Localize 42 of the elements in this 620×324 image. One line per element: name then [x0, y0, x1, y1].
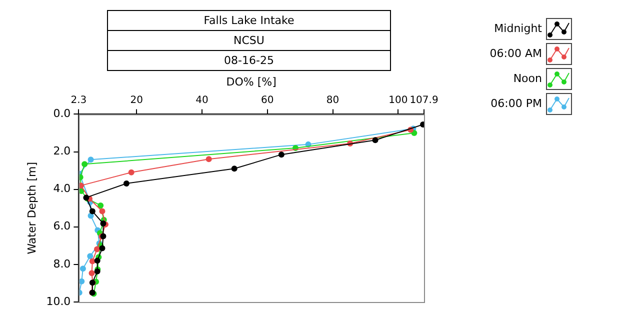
- y-tick-label: 0.0: [53, 107, 71, 120]
- x-tick-label: 20: [130, 94, 143, 106]
- x-axis-title: DO% [%]: [226, 75, 276, 88]
- legend-label: Noon: [512, 72, 542, 85]
- point: [78, 278, 85, 284]
- point: [88, 270, 95, 276]
- point: [94, 246, 100, 252]
- chart-title: Falls Lake Intake: [108, 11, 390, 31]
- chart-subtitle: NCSU: [108, 31, 390, 51]
- x-tick-label: 100: [388, 94, 408, 106]
- x-tick-label: 107.9: [410, 94, 438, 106]
- text: 08-16-25: [223, 53, 275, 69]
- point: [128, 169, 134, 176]
- point: [82, 161, 88, 168]
- legend-label: Midnight: [493, 22, 542, 35]
- point: [231, 166, 238, 172]
- x-tick-label: 2.3: [70, 94, 87, 106]
- legend-label: 06:00 PM: [490, 97, 542, 110]
- point: [99, 208, 106, 214]
- point: [94, 258, 100, 264]
- x-tick-label: 60: [261, 94, 274, 106]
- legend-label: 06:00 AM: [488, 47, 542, 60]
- point: [372, 137, 378, 144]
- point: [206, 156, 212, 162]
- x-tick-label: 80: [326, 94, 340, 106]
- point: [98, 202, 104, 208]
- y-tick-label: 6.0: [53, 220, 71, 233]
- point: [80, 266, 86, 272]
- y-tick-label: 4.0: [53, 182, 71, 196]
- point: [87, 253, 94, 260]
- point: [278, 152, 284, 158]
- point: [99, 245, 106, 252]
- x-tick-label: 40: [196, 94, 208, 106]
- point: [78, 182, 84, 189]
- y-tick-label: 8.0: [53, 257, 71, 270]
- point: [123, 180, 130, 186]
- y-tick-label: 10.0: [46, 294, 71, 308]
- point: [89, 208, 96, 214]
- y-axis-title: Water Depth [m]: [25, 162, 38, 254]
- point: [88, 156, 94, 163]
- point: [100, 220, 106, 226]
- y-tick-label: 2.0: [53, 144, 71, 158]
